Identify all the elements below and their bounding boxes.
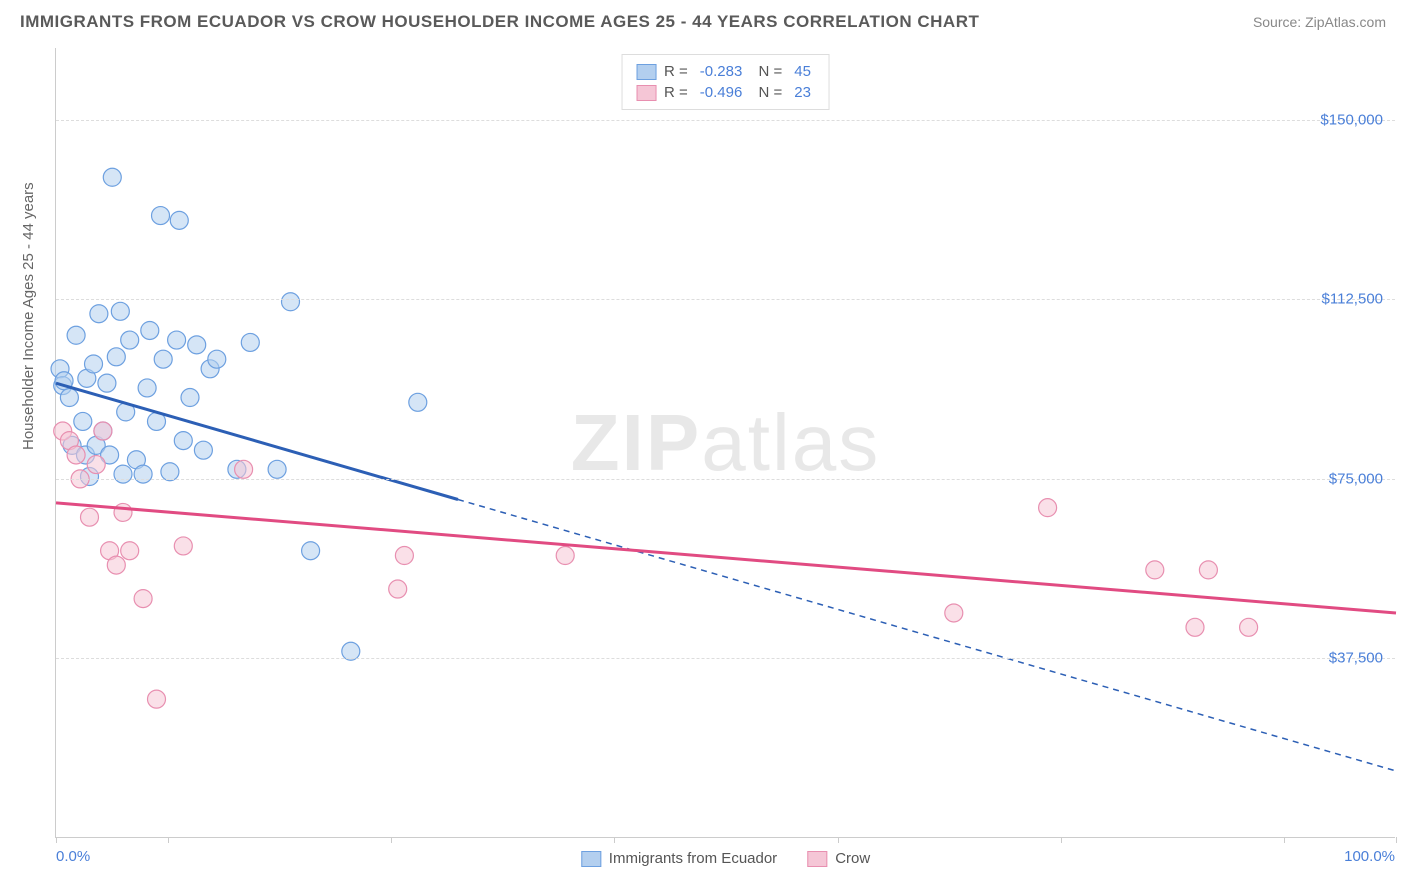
- data-point: [302, 542, 320, 560]
- y-tick-label: $112,500: [1322, 291, 1383, 308]
- data-point: [170, 211, 188, 229]
- x-tick-mark: [1061, 837, 1062, 843]
- data-point: [174, 537, 192, 555]
- data-point: [174, 432, 192, 450]
- data-point: [194, 441, 212, 459]
- data-point: [138, 379, 156, 397]
- x-tick-mark: [56, 837, 57, 843]
- data-point: [208, 350, 226, 368]
- data-point: [134, 590, 152, 608]
- trend-line-dashed: [458, 499, 1396, 770]
- trend-line: [56, 383, 458, 499]
- data-point: [98, 374, 116, 392]
- y-tick-label: $37,500: [1329, 650, 1383, 667]
- data-point: [1186, 618, 1204, 636]
- legend-label-ecuador: Immigrants from Ecuador: [609, 850, 777, 867]
- data-point: [141, 321, 159, 339]
- x-tick-mark: [391, 837, 392, 843]
- data-point: [85, 355, 103, 373]
- data-point: [409, 393, 427, 411]
- data-point: [87, 456, 105, 474]
- x-tick-mark: [838, 837, 839, 843]
- legend-label-crow: Crow: [835, 850, 870, 867]
- y-tick-label: $150,000: [1320, 111, 1383, 128]
- data-point: [556, 547, 574, 565]
- data-point: [152, 207, 170, 225]
- data-point: [1146, 561, 1164, 579]
- data-point: [67, 326, 85, 344]
- data-point: [107, 556, 125, 574]
- data-point: [121, 542, 139, 560]
- data-point: [107, 348, 125, 366]
- data-point: [94, 422, 112, 440]
- data-point: [181, 389, 199, 407]
- series-legend: Immigrants from Ecuador Crow: [581, 850, 870, 867]
- data-point: [1039, 499, 1057, 517]
- data-point: [60, 389, 78, 407]
- x-tick-mark: [1284, 837, 1285, 843]
- x-min-label: 0.0%: [56, 848, 90, 865]
- data-point: [1240, 618, 1258, 636]
- y-axis-label: Householder Income Ages 25 - 44 years: [20, 182, 37, 450]
- data-point: [389, 580, 407, 598]
- y-tick-label: $75,000: [1329, 470, 1383, 487]
- swatch-crow-icon: [807, 851, 827, 867]
- data-point: [168, 331, 186, 349]
- data-point: [121, 331, 139, 349]
- data-point: [154, 350, 172, 368]
- trend-line: [56, 503, 1396, 613]
- x-tick-mark: [1396, 837, 1397, 843]
- source-label: Source: ZipAtlas.com: [1253, 14, 1386, 30]
- data-point: [188, 336, 206, 354]
- data-point: [148, 690, 166, 708]
- data-point: [945, 604, 963, 622]
- data-point: [241, 333, 259, 351]
- data-point: [114, 503, 132, 521]
- data-point: [268, 460, 286, 478]
- chart-title: IMMIGRANTS FROM ECUADOR VS CROW HOUSEHOL…: [20, 12, 979, 32]
- gridline: [56, 299, 1395, 300]
- gridline: [56, 479, 1395, 480]
- data-point: [395, 547, 413, 565]
- data-point: [134, 465, 152, 483]
- legend-item-crow: Crow: [807, 850, 870, 867]
- x-tick-mark: [168, 837, 169, 843]
- data-point: [1199, 561, 1217, 579]
- scatter-svg: [56, 48, 1395, 837]
- gridline: [56, 120, 1395, 121]
- gridline: [56, 658, 1395, 659]
- data-point: [67, 446, 85, 464]
- data-point: [81, 508, 99, 526]
- data-point: [90, 305, 108, 323]
- data-point: [103, 168, 121, 186]
- swatch-ecuador-icon: [581, 851, 601, 867]
- data-point: [74, 412, 92, 430]
- legend-item-ecuador: Immigrants from Ecuador: [581, 850, 777, 867]
- x-tick-mark: [614, 837, 615, 843]
- data-point: [111, 302, 129, 320]
- data-point: [235, 460, 253, 478]
- x-max-label: 100.0%: [1344, 848, 1395, 865]
- chart-plot-area: ZIPatlas R =-0.283 N =45 R =-0.496 N =23…: [55, 48, 1395, 838]
- data-point: [282, 293, 300, 311]
- data-point: [114, 465, 132, 483]
